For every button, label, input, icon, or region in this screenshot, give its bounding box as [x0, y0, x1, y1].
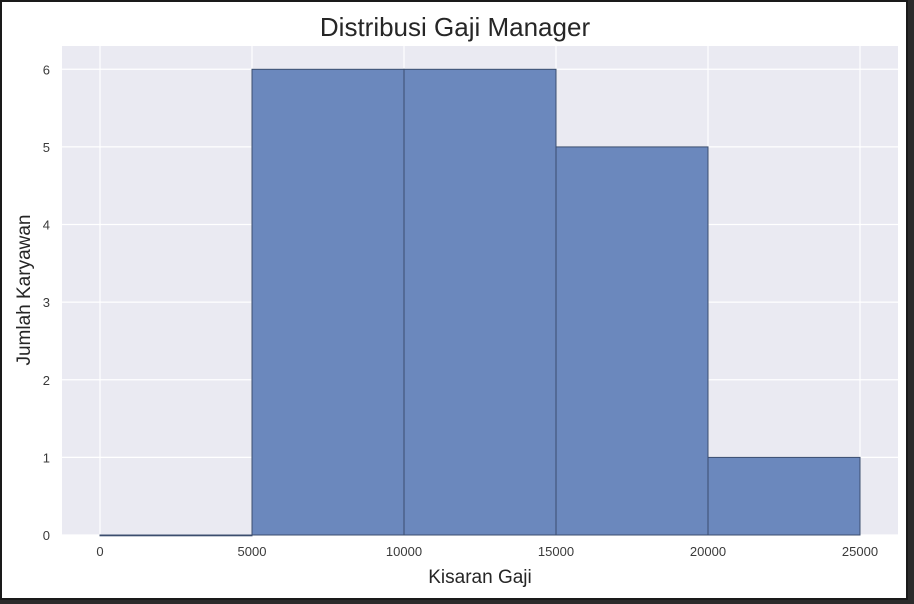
y-tick-label: 2 [43, 373, 50, 388]
histogram-bar [707, 456, 861, 536]
y-tick-label: 5 [43, 140, 50, 155]
x-tick-label: 0 [96, 544, 103, 559]
x-tick-label: 25000 [842, 544, 878, 559]
x-tick-label: 20000 [690, 544, 726, 559]
y-tick-label: 1 [43, 450, 50, 465]
histogram-bar [99, 534, 253, 537]
x-tick-label: 5000 [238, 544, 267, 559]
y-tick-label: 6 [43, 62, 50, 77]
y-tick-label: 3 [43, 295, 50, 310]
x-axis-label: Kisaran Gaji [428, 567, 532, 588]
x-tick-labels: 0 5000 10000 15000 20000 25000 [96, 544, 878, 559]
histogram-bar [403, 68, 557, 536]
histogram-bar [251, 68, 405, 536]
x-tick-label: 10000 [386, 544, 422, 559]
y-tick-label: 4 [43, 218, 50, 233]
x-tick-label: 15000 [538, 544, 574, 559]
y-tick-label: 0 [43, 528, 50, 543]
bars-group [99, 68, 861, 537]
y-tick-labels: 0 1 2 3 4 5 6 [43, 62, 50, 543]
y-axis-label: Jumlah Karyawan [14, 214, 35, 365]
histogram-bar [555, 146, 709, 536]
chart-title: Distribusi Gaji Manager [320, 12, 591, 42]
